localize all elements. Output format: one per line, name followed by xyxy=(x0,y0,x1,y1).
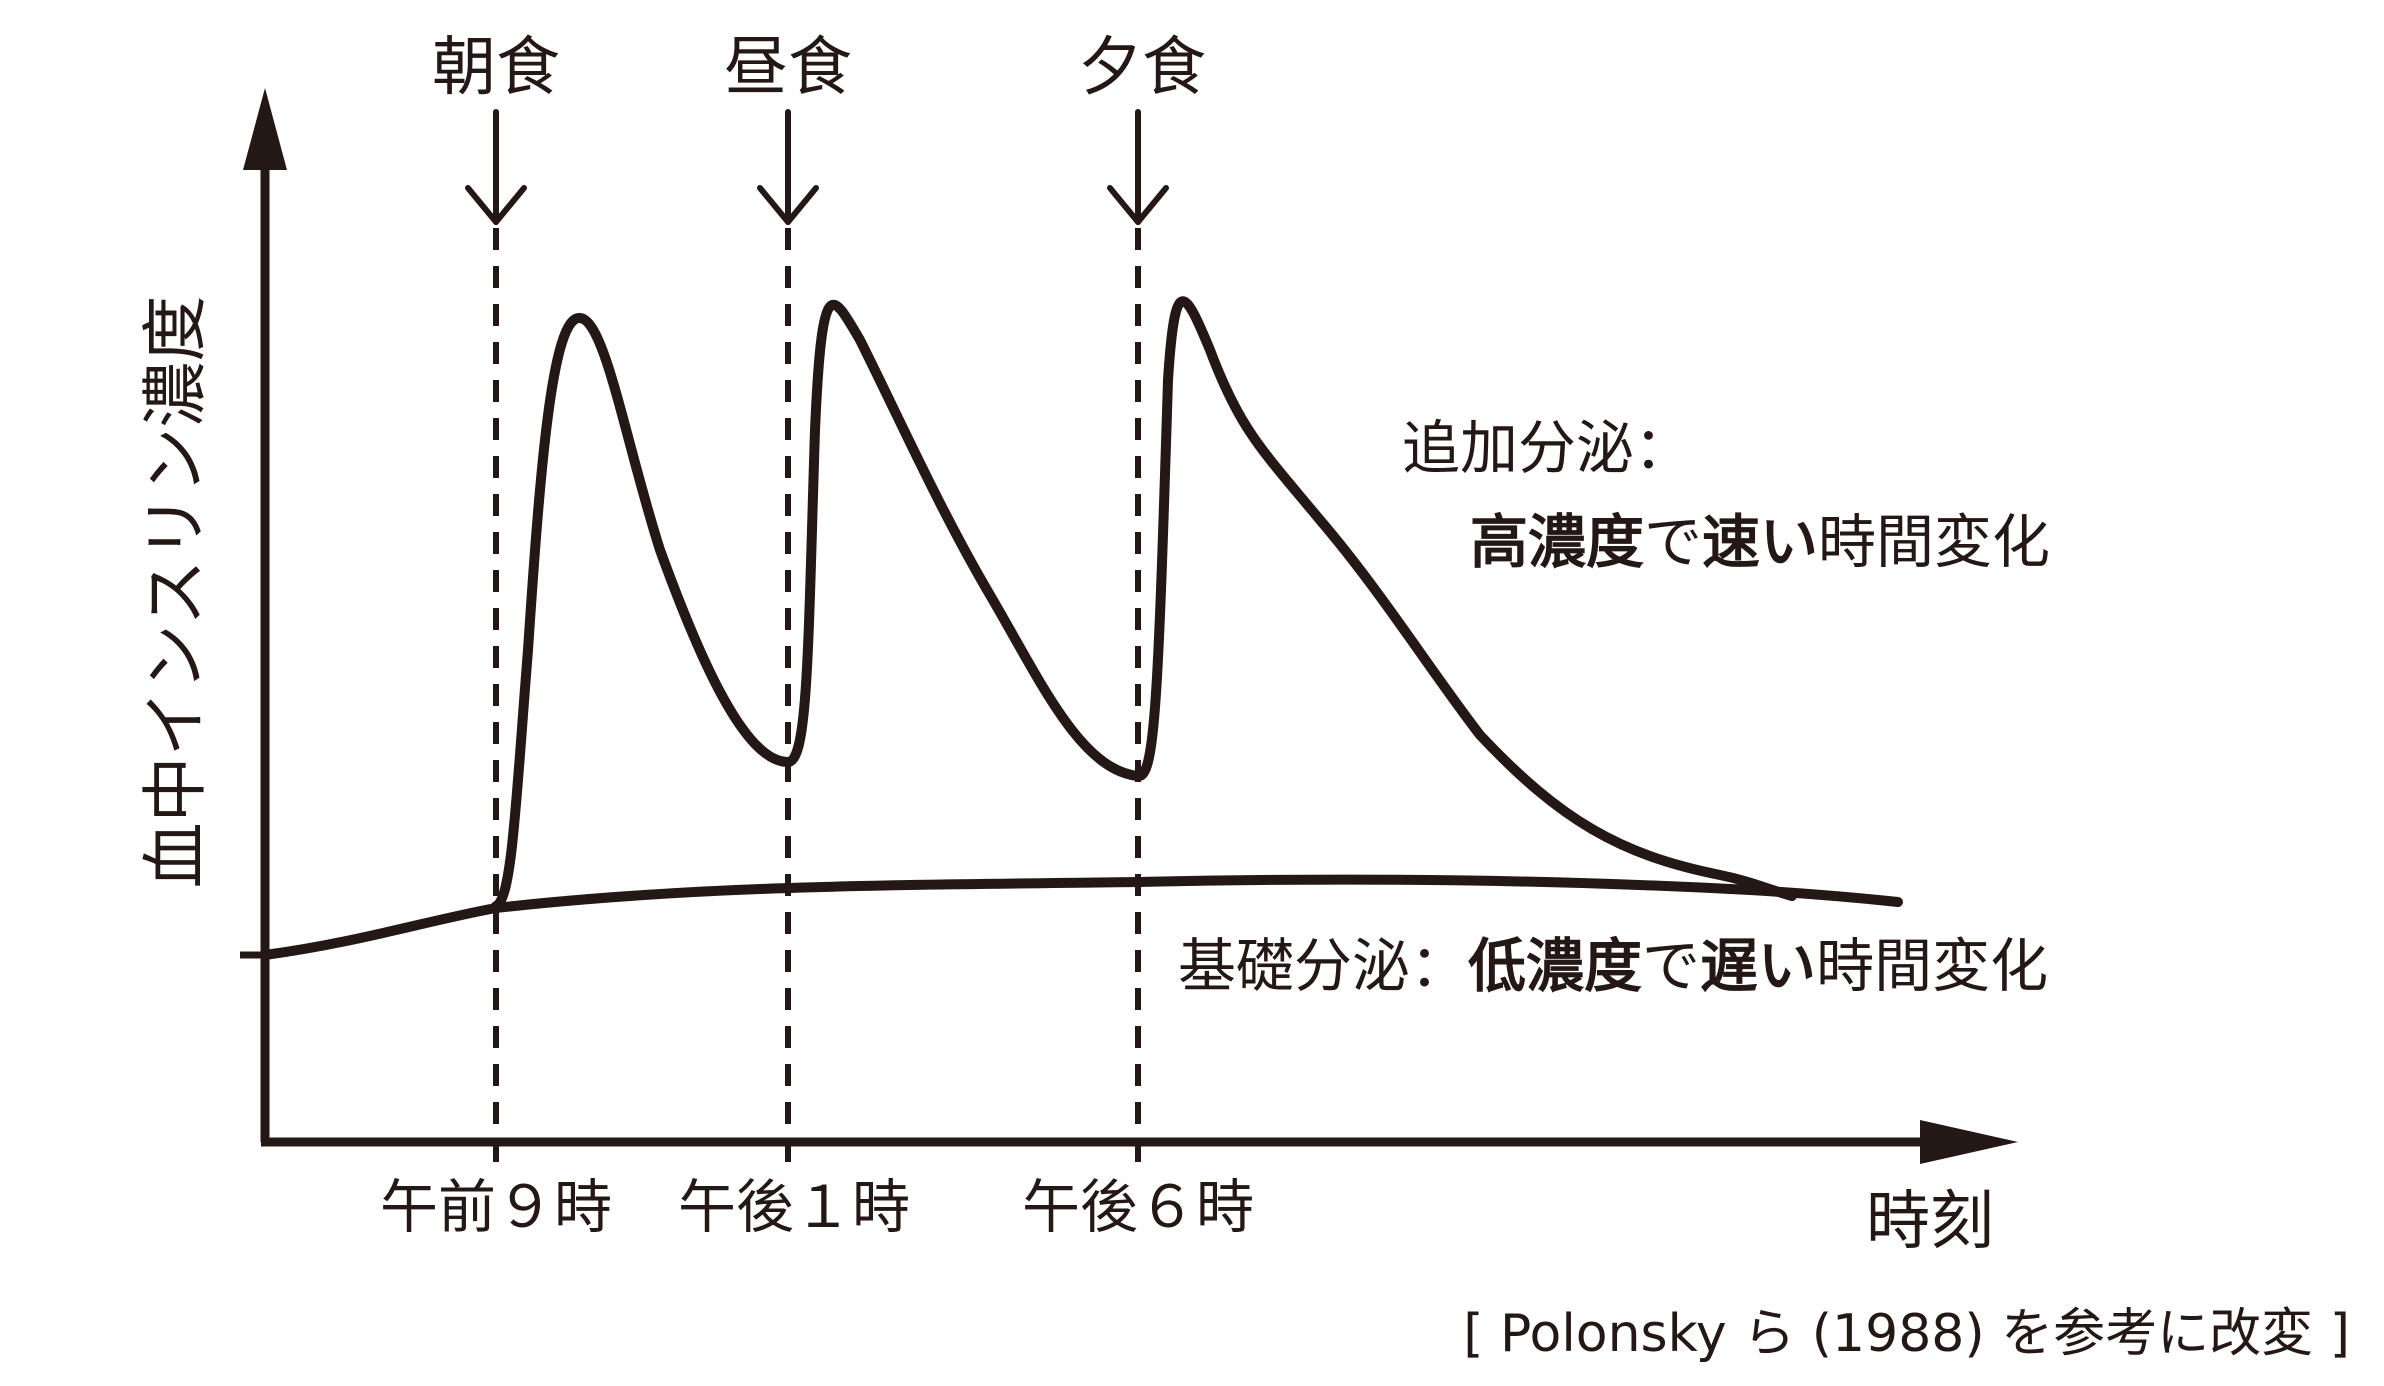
x-tick-9am: 午前９時 xyxy=(379,1173,613,1241)
x-tick-1pm: 午後１時 xyxy=(677,1173,911,1241)
x-axis-arrowhead xyxy=(1920,1120,2018,1164)
basal-rest: 時間変化 xyxy=(1816,932,2049,1000)
y-axis-arrowhead xyxy=(243,88,287,170)
meal-label-lunch: 昼食 xyxy=(724,31,852,105)
basal-secretion-title: 基礎分泌： xyxy=(1178,932,1469,1000)
additional-secretion-description: 高濃度で速い時間変化 xyxy=(1470,508,2050,578)
basal-secretion-curve xyxy=(260,874,1903,960)
additional-bold-concentration: 高濃度 xyxy=(1470,508,1645,576)
meal-label-breakfast: 朝食 xyxy=(432,31,560,105)
basal-bold-speed: 遅い xyxy=(1700,932,1817,1000)
basal-particle: で xyxy=(1642,932,1701,1000)
y-axis-label: 血中インスリン濃度 xyxy=(137,295,214,889)
x-axis-label: 時刻 xyxy=(1866,1185,1994,1259)
additional-particle: で xyxy=(1644,508,1703,576)
x-tick-6pm: 午後６時 xyxy=(1021,1173,1255,1241)
basal-secretion-description: 基礎分泌：低濃度で遅い時間変化 xyxy=(1178,932,2048,1002)
meal-label-dinner: 夕食 xyxy=(1078,31,1206,105)
additional-secretion-title: 追加分泌： xyxy=(1402,414,1693,482)
additional-bold-speed: 速い xyxy=(1702,508,1819,576)
breakfast-arrow xyxy=(465,109,527,225)
basal-bold-concentration: 低濃度 xyxy=(1468,932,1643,1000)
additional-rest: 時間変化 xyxy=(1818,508,2051,576)
dinner-arrow xyxy=(1107,109,1169,225)
additional-secretion-curve xyxy=(491,296,1797,911)
source-citation: [ Polonsky ら (1988) を参考に改変 ] xyxy=(1463,1304,2350,1364)
lunch-arrow xyxy=(757,109,819,225)
